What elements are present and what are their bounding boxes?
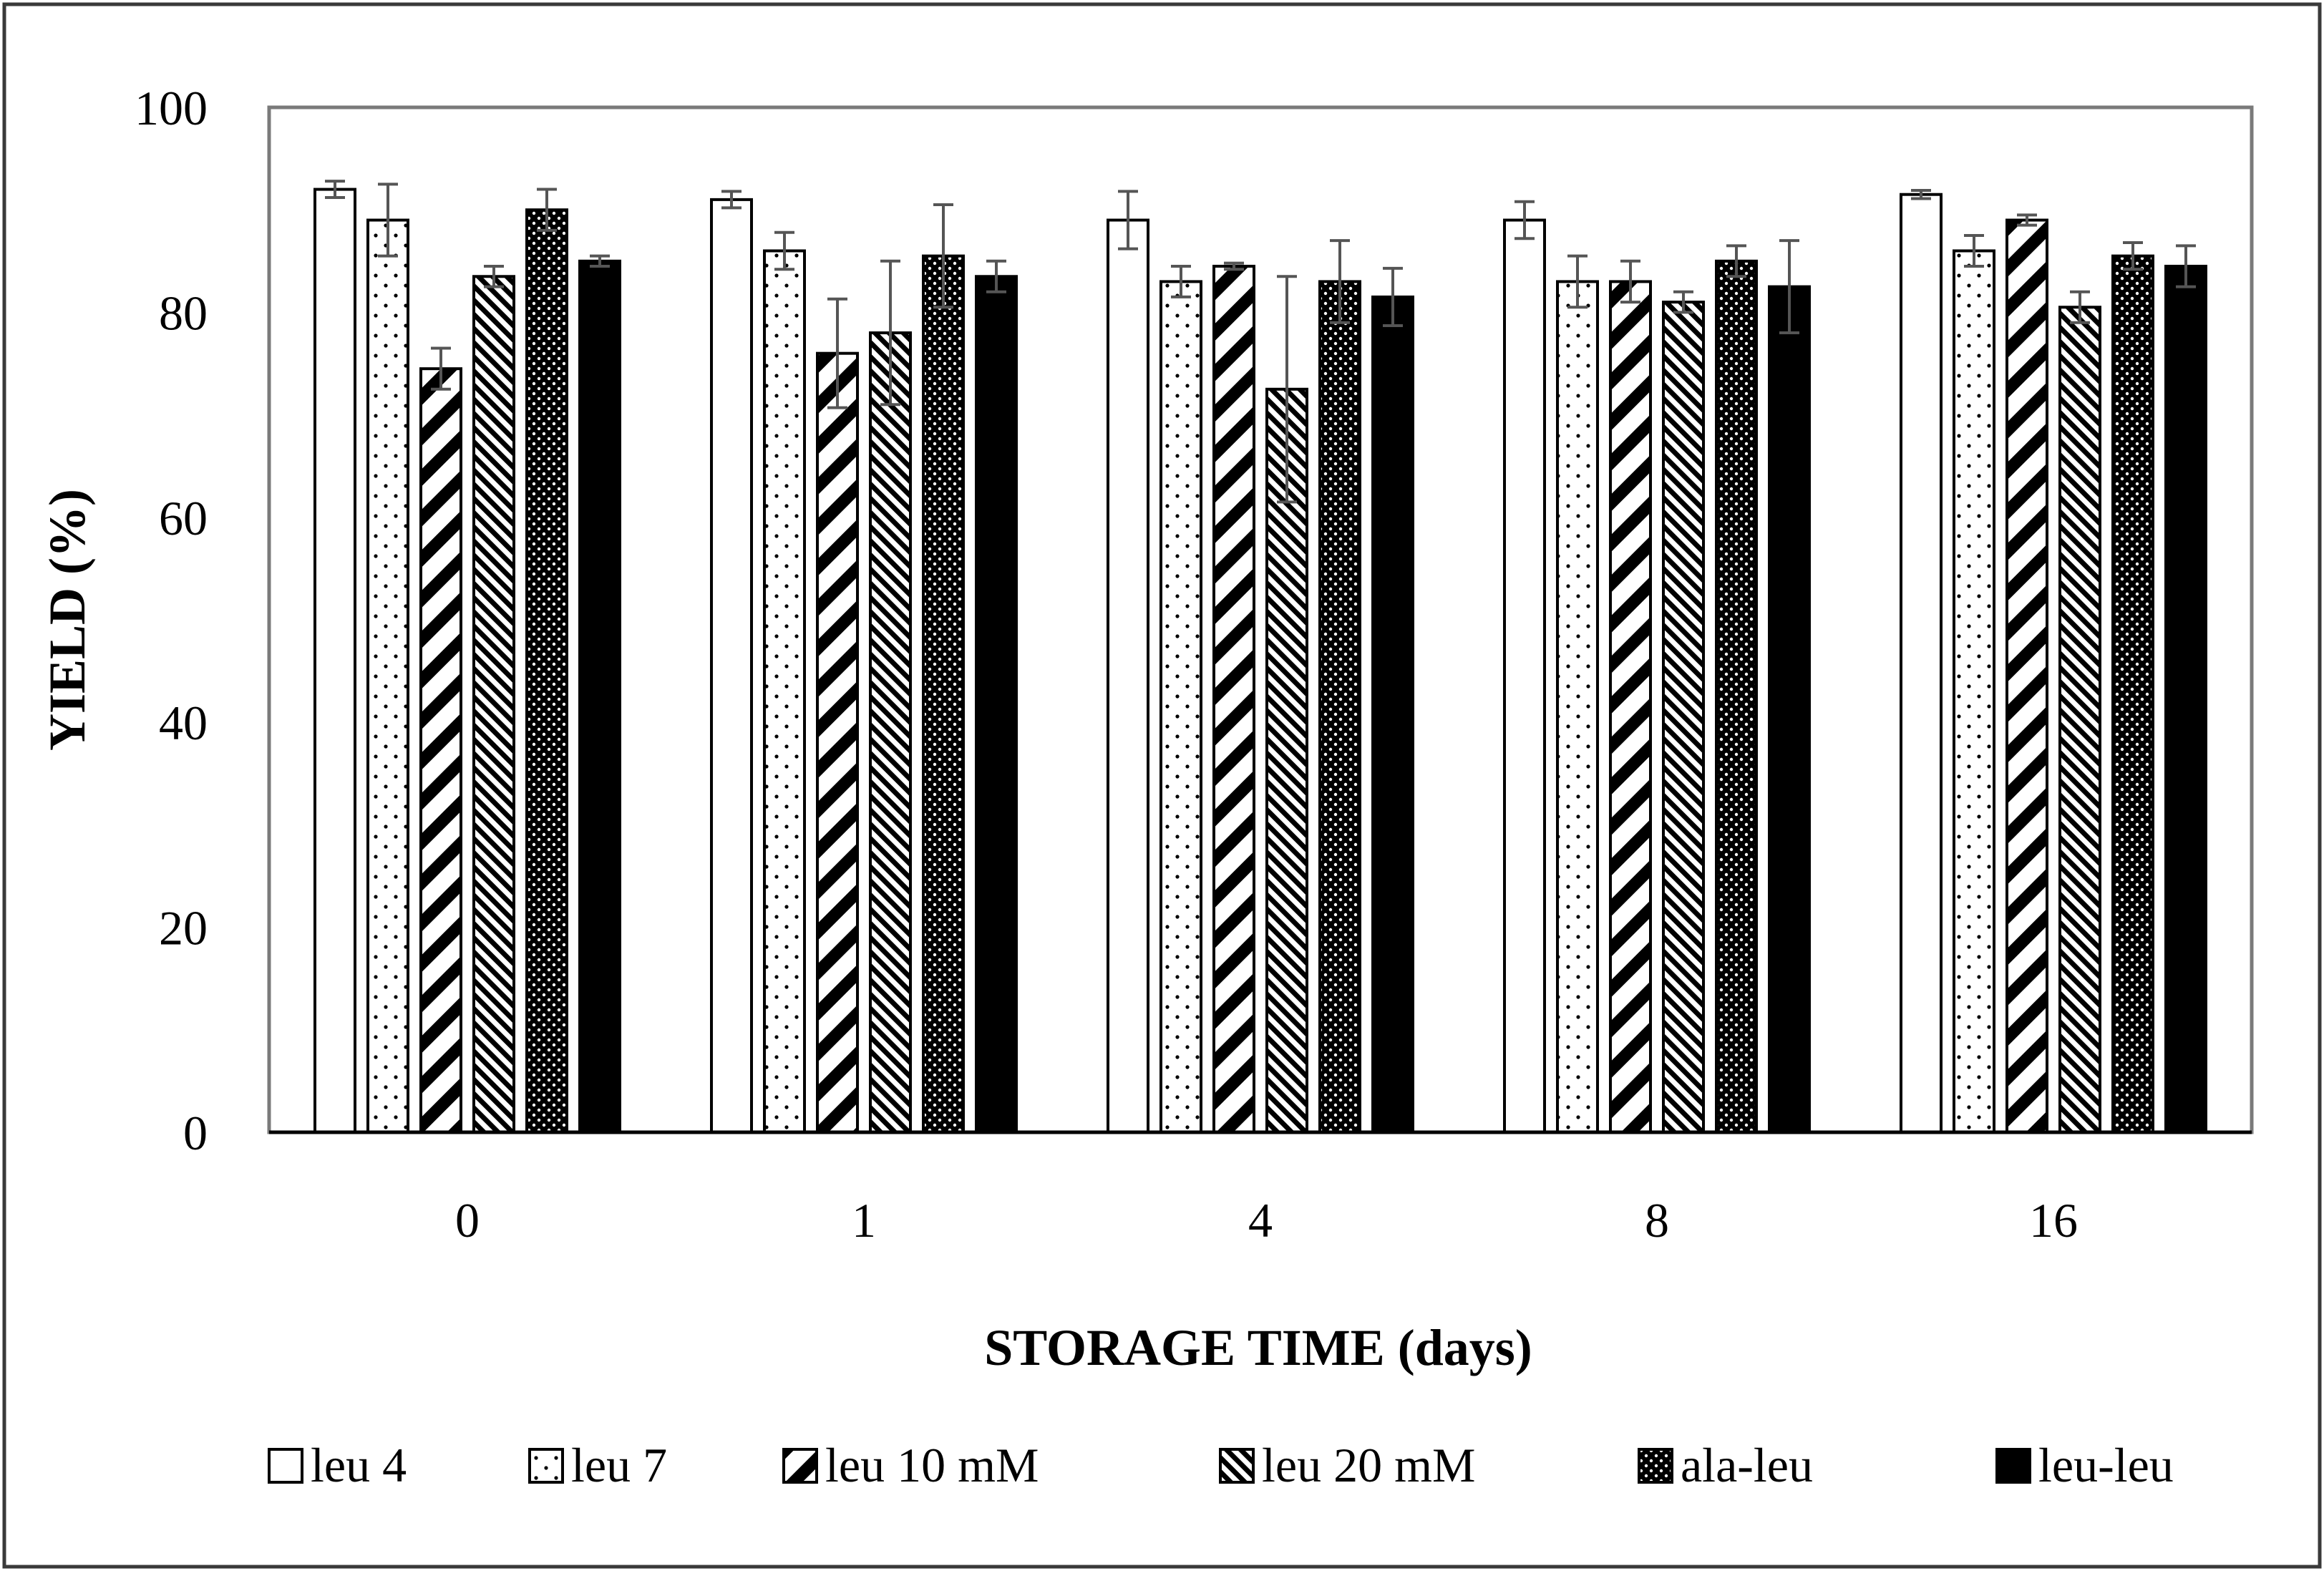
legend-label: leu-leu — [2038, 1438, 2174, 1492]
error-bar-day-1-series-6 — [986, 259, 1006, 293]
legend-swatch — [1995, 1448, 2031, 1484]
legend-label: leu 7 — [571, 1438, 667, 1492]
bar-day-4-series-6 — [1371, 295, 1414, 1134]
legend-swatch — [528, 1448, 564, 1484]
error-bar-day-0-series-2 — [378, 183, 398, 258]
error-bars-layer — [325, 180, 2196, 504]
y-tick-label: 80 — [159, 286, 208, 340]
x-tick-label: 0 — [455, 1193, 480, 1247]
bar-day-1-series-1 — [710, 198, 753, 1134]
x-tick-labels: 0 1 4 8 16 — [455, 1193, 2078, 1247]
bar-day-4-series-4 — [1265, 387, 1308, 1134]
bar-day-16-series-6 — [2164, 264, 2207, 1134]
bar-day-1-series-5 — [922, 254, 965, 1134]
error-bar-day-16-series-6 — [2176, 244, 2196, 288]
bar-day-1-series-6 — [975, 275, 1018, 1134]
bar-day-8-series-4 — [1662, 301, 1705, 1134]
error-bar-day-4-series-4 — [1277, 275, 1297, 504]
legend-swatch — [1638, 1448, 1673, 1484]
legend: leu 4 leu 7 leu 10 mM leu 20 mM ala-leu leu-l… — [268, 1438, 2174, 1492]
bar-day-0-series-1 — [313, 188, 356, 1134]
error-bar-day-4-series-5 — [1330, 239, 1350, 324]
error-bar-day-4-series-6 — [1383, 266, 1403, 328]
bars-layer — [313, 188, 2207, 1134]
bar-day-8-series-6 — [1768, 285, 1811, 1134]
bar-day-1-series-2 — [763, 249, 806, 1134]
y-tick-label: 60 — [159, 491, 208, 545]
legend-label: leu 4 — [311, 1438, 407, 1492]
legend-swatch — [268, 1448, 303, 1484]
legend-label: leu 10 mM — [825, 1438, 1039, 1492]
x-tick-label: 4 — [1248, 1193, 1273, 1247]
error-bar-day-8-series-2 — [1567, 254, 1588, 309]
bar-day-0-series-4 — [472, 275, 515, 1134]
error-bar-day-8-series-1 — [1515, 200, 1535, 240]
error-bar-day-16-series-1 — [1911, 188, 1931, 200]
error-bar-day-16-series-4 — [2070, 290, 2090, 324]
x-tick-label: 16 — [2029, 1193, 2078, 1247]
y-tick-label: 40 — [159, 696, 208, 750]
error-bar-day-1-series-1 — [721, 190, 742, 210]
bar-day-4-series-5 — [1318, 280, 1361, 1134]
error-bar-day-8-series-5 — [1726, 244, 1746, 278]
bar-day-16-series-5 — [2111, 254, 2154, 1134]
legend-swatch — [1219, 1448, 1255, 1484]
bar-day-8-series-2 — [1556, 280, 1599, 1134]
bar-day-8-series-5 — [1715, 259, 1758, 1134]
error-bar-day-0-series-1 — [325, 180, 345, 200]
bar-day-16-series-1 — [1900, 193, 1943, 1134]
x-axis-title: STORAGE TIME (days) — [984, 1319, 1532, 1376]
error-bar-day-4-series-2 — [1171, 264, 1191, 298]
y-axis-title: YIELD (%) — [39, 489, 96, 751]
bar-day-0-series-2 — [366, 218, 409, 1134]
bar-day-16-series-3 — [2005, 218, 2048, 1134]
legend-item-2: leu 7 — [528, 1438, 667, 1492]
bar-day-8-series-1 — [1503, 218, 1546, 1134]
error-bar-day-0-series-5 — [537, 188, 557, 232]
y-tick-label: 100 — [135, 81, 208, 135]
legend-item-6: leu-leu — [1995, 1438, 2174, 1492]
error-bar-day-1-series-3 — [827, 297, 847, 409]
bar-day-8-series-3 — [1609, 280, 1652, 1134]
legend-item-5: ala-leu — [1638, 1438, 1813, 1492]
x-tick-label: 8 — [1645, 1193, 1669, 1247]
y-tick-label: 20 — [159, 901, 208, 955]
y-tick-label: 0 — [183, 1106, 208, 1160]
error-bar-day-16-series-2 — [1964, 234, 1984, 268]
bar-day-1-series-4 — [869, 331, 912, 1134]
legend-label: leu 20 mM — [1262, 1438, 1475, 1492]
error-bar-day-0-series-4 — [484, 264, 504, 288]
bar-day-0-series-6 — [578, 259, 621, 1134]
legend-item-1: leu 4 — [268, 1438, 407, 1492]
error-bar-day-8-series-4 — [1673, 290, 1693, 314]
bar-day-4-series-3 — [1212, 264, 1255, 1134]
error-bar-day-4-series-1 — [1118, 190, 1138, 251]
bar-day-0-series-5 — [525, 208, 568, 1134]
bar-day-4-series-2 — [1159, 280, 1202, 1134]
legend-swatch — [782, 1448, 818, 1484]
error-bar-day-16-series-3 — [2017, 213, 2037, 227]
error-bar-day-1-series-4 — [880, 259, 900, 407]
error-bar-day-16-series-5 — [2123, 241, 2143, 271]
error-bar-day-0-series-3 — [431, 346, 451, 391]
error-bar-day-1-series-5 — [933, 203, 953, 309]
y-tick-labels: 0 20 40 60 80 100 — [135, 81, 208, 1160]
bar-day-16-series-2 — [1953, 249, 1995, 1134]
bar-day-0-series-3 — [419, 367, 462, 1134]
error-bar-day-4-series-3 — [1224, 261, 1244, 271]
error-bar-day-0-series-6 — [590, 254, 610, 268]
legend-item-3: leu 10 mM — [782, 1438, 1039, 1492]
x-tick-label: 1 — [852, 1193, 876, 1247]
bar-day-4-series-1 — [1107, 218, 1149, 1134]
bar-day-16-series-4 — [2058, 306, 2101, 1134]
bar-day-1-series-3 — [816, 351, 859, 1134]
legend-label: ala-leu — [1681, 1438, 1813, 1492]
error-bar-day-8-series-3 — [1620, 259, 1640, 304]
error-bar-day-1-series-2 — [774, 230, 794, 271]
legend-item-4: leu 20 mM — [1219, 1438, 1475, 1492]
error-bar-day-8-series-6 — [1779, 239, 1799, 335]
